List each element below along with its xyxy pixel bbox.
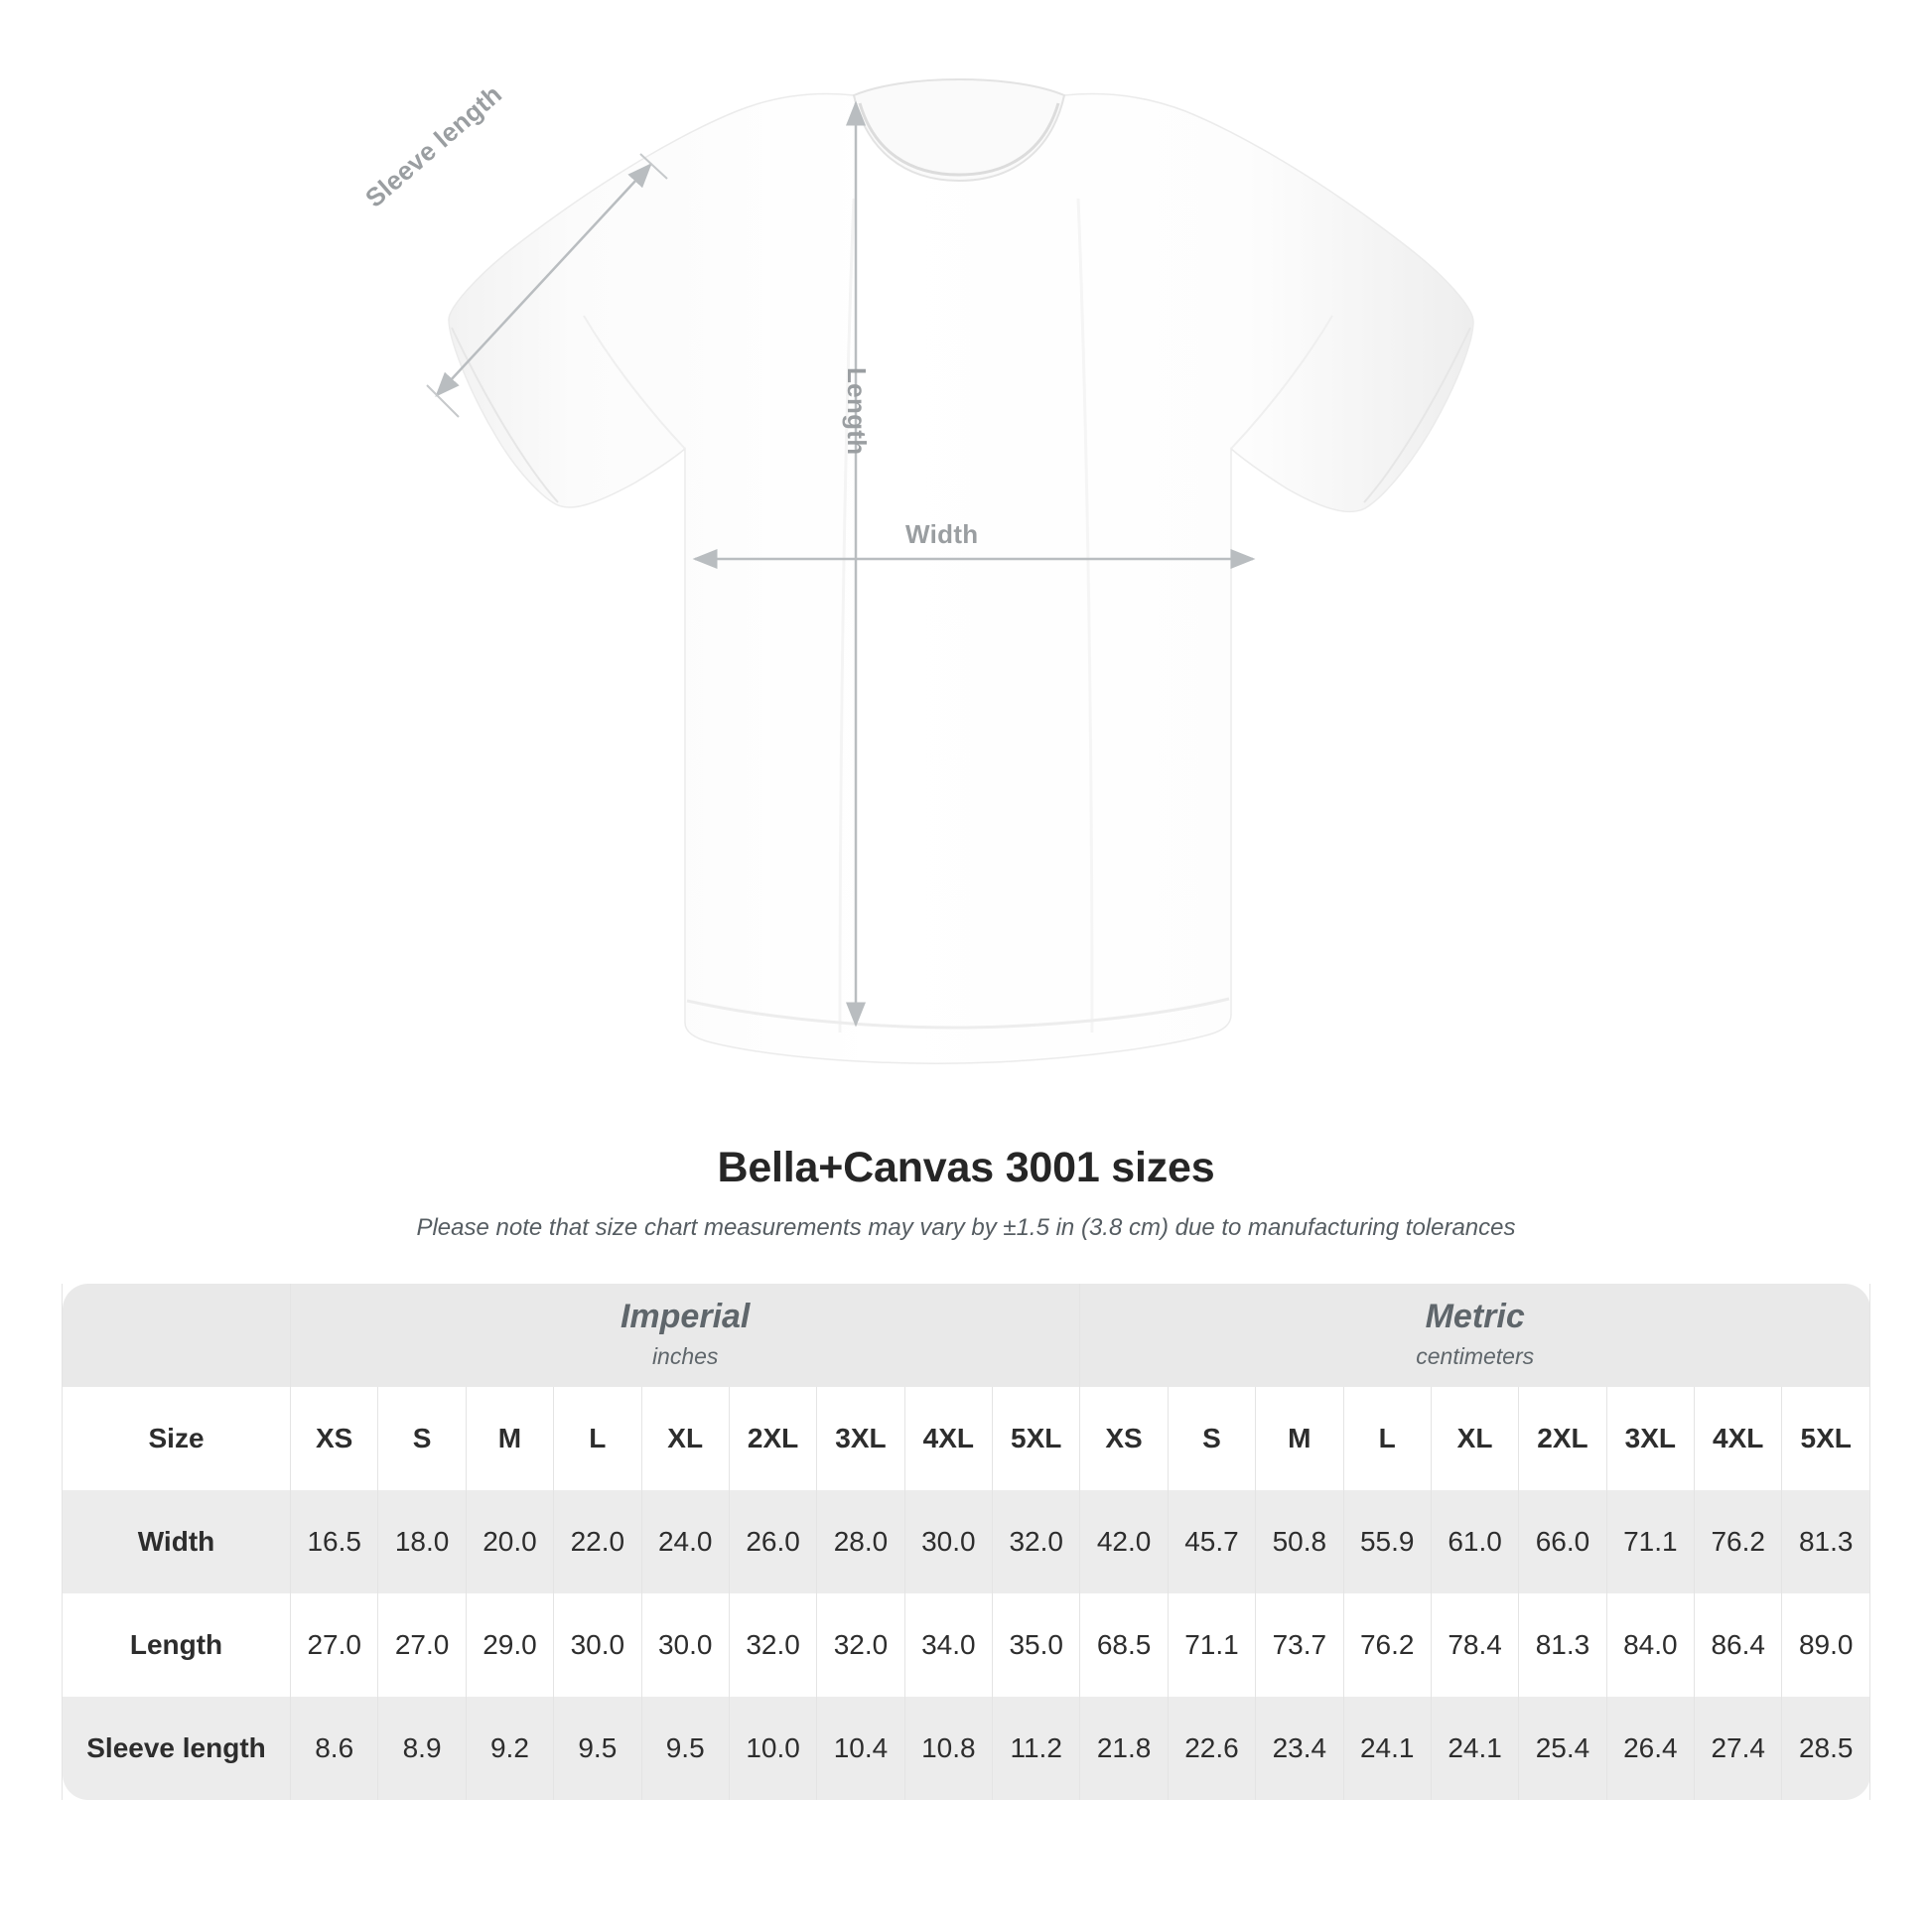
table-cell: 10.0 [728,1697,818,1800]
size-header-cell: 3XL [816,1387,905,1490]
size-header-cell: XS [289,1387,379,1490]
table-cell: 71.1 [1605,1490,1696,1593]
table-cell: 81.3 [1781,1490,1870,1593]
row-label: Length [62,1593,291,1697]
page-title: Bella+Canvas 3001 sizes [717,1144,1215,1191]
table-cell: 81.3 [1518,1593,1607,1697]
table-cell: 21.8 [1079,1697,1169,1800]
table-cell: 8.9 [377,1697,467,1800]
table-cell: 50.8 [1255,1490,1344,1593]
table-row: Sleeve length 8.6 8.9 9.2 9.5 9.5 10.0 10.4 10.… [62,1697,1870,1800]
table-cell: 16.5 [289,1490,379,1593]
size-header-cell: 4XL [1693,1387,1783,1490]
table-cell: 9.5 [640,1697,730,1800]
size-header-cell: S [377,1387,467,1490]
table-cell: 32.0 [816,1593,905,1697]
size-header-cell: L [1342,1387,1432,1490]
size-header-cell: M [465,1387,555,1490]
length-label: Length [842,367,872,456]
size-header-cell: 5XL [1781,1387,1870,1490]
table-cell: 35.0 [991,1593,1081,1697]
imperial-group-header: Imperial inches [289,1284,1081,1387]
unit-header-row: Imperial inches Metric centimeters [62,1284,1870,1387]
table-cell: 24.0 [640,1490,730,1593]
table-cell: 27.0 [377,1593,467,1697]
table-cell: 28.0 [816,1490,905,1593]
table-cell: 76.2 [1342,1593,1432,1697]
tshirt-measurement-diagram: Sleeve length Length Width [359,77,1474,1064]
table-cell: 89.0 [1781,1593,1870,1697]
table-cell: 26.0 [728,1490,818,1593]
table-cell: 32.0 [728,1593,818,1697]
table-cell: 20.0 [465,1490,555,1593]
table-cell: 34.0 [903,1593,994,1697]
size-header-cell: 3XL [1605,1387,1696,1490]
size-chart-heading: Bella+Canvas 3001 sizes Please note that… [0,1122,1932,1242]
size-header-cell: 2XL [1518,1387,1607,1490]
size-header-cell: M [1255,1387,1344,1490]
tolerance-note: Please note that size chart measurements… [416,1214,1516,1241]
table-cell: 71.1 [1167,1593,1257,1697]
metric-label: Metric [1425,1298,1525,1336]
table-cell: 30.0 [640,1593,730,1697]
table-cell: 9.5 [553,1697,642,1800]
sleeve-length-arrow [426,153,668,418]
table-cell: 11.2 [991,1697,1081,1800]
table-cell: 24.1 [1342,1697,1432,1800]
table-cell: 26.4 [1605,1697,1696,1800]
table-cell: 61.0 [1430,1490,1520,1593]
table-cell: 45.7 [1167,1490,1257,1593]
table-cell: 23.4 [1255,1697,1344,1800]
size-chart-table: Imperial inches Metric centimeters Size … [62,1284,1870,1800]
table-cell: 27.4 [1693,1697,1783,1800]
table-cell: 27.0 [289,1593,379,1697]
table-cell: 30.0 [553,1593,642,1697]
size-header-row: Size XS S M L XL 2XL 3XL 4XL 5XL XS S M L XL 2XL 3XL 4XL… [62,1387,1870,1490]
table-cell: 68.5 [1079,1593,1169,1697]
table-cell: 86.4 [1693,1593,1783,1697]
table-cell: 18.0 [377,1490,467,1593]
table-cell: 55.9 [1342,1490,1432,1593]
size-row-label: Size [62,1387,291,1490]
size-header-cell: 2XL [728,1387,818,1490]
table-cell: 30.0 [903,1490,994,1593]
table-cell: 73.7 [1255,1593,1344,1697]
size-header-cell: S [1167,1387,1257,1490]
table-cell: 66.0 [1518,1490,1607,1593]
table-cell: 10.8 [903,1697,994,1800]
table-row: Width 16.5 18.0 20.0 22.0 24.0 26.0 28.0 30.0 32… [62,1490,1870,1593]
metric-group-header: Metric centimeters [1079,1284,1870,1387]
table-cell: 8.6 [289,1697,379,1800]
table-cell: 9.2 [465,1697,555,1800]
table-cell: 78.4 [1430,1593,1520,1697]
table-cell: 24.1 [1430,1697,1520,1800]
table-corner-cell [62,1284,291,1387]
table-cell: 84.0 [1605,1593,1696,1697]
size-table-container: Imperial inches Metric centimeters Size … [62,1284,1870,1800]
table-cell: 76.2 [1693,1490,1783,1593]
row-label: Width [62,1490,291,1593]
table-cell: 32.0 [991,1490,1081,1593]
table-cell: 10.4 [816,1697,905,1800]
table-cell: 25.4 [1518,1697,1607,1800]
table-cell: 22.0 [553,1490,642,1593]
imperial-sublabel: inches [651,1342,719,1369]
table-cell: 22.6 [1167,1697,1257,1800]
size-header-cell: XL [640,1387,730,1490]
width-label: Width [905,519,979,549]
shirt-body-shape [448,77,1474,1064]
imperial-label: Imperial [620,1298,751,1336]
table-cell: 28.5 [1781,1697,1870,1800]
size-header-cell: XL [1430,1387,1520,1490]
row-label: Sleeve length [62,1697,291,1800]
table-cell: 29.0 [465,1593,555,1697]
table-cell: 42.0 [1079,1490,1169,1593]
size-header-cell: XS [1079,1387,1169,1490]
tshirt-illustration [426,77,1474,1064]
table-row: Length 27.0 27.0 29.0 30.0 30.0 32.0 32.0 34.0 3… [62,1593,1870,1697]
size-header-cell: 5XL [991,1387,1081,1490]
metric-sublabel: centimeters [1416,1342,1535,1369]
size-header-cell: 4XL [903,1387,994,1490]
size-header-cell: L [553,1387,642,1490]
